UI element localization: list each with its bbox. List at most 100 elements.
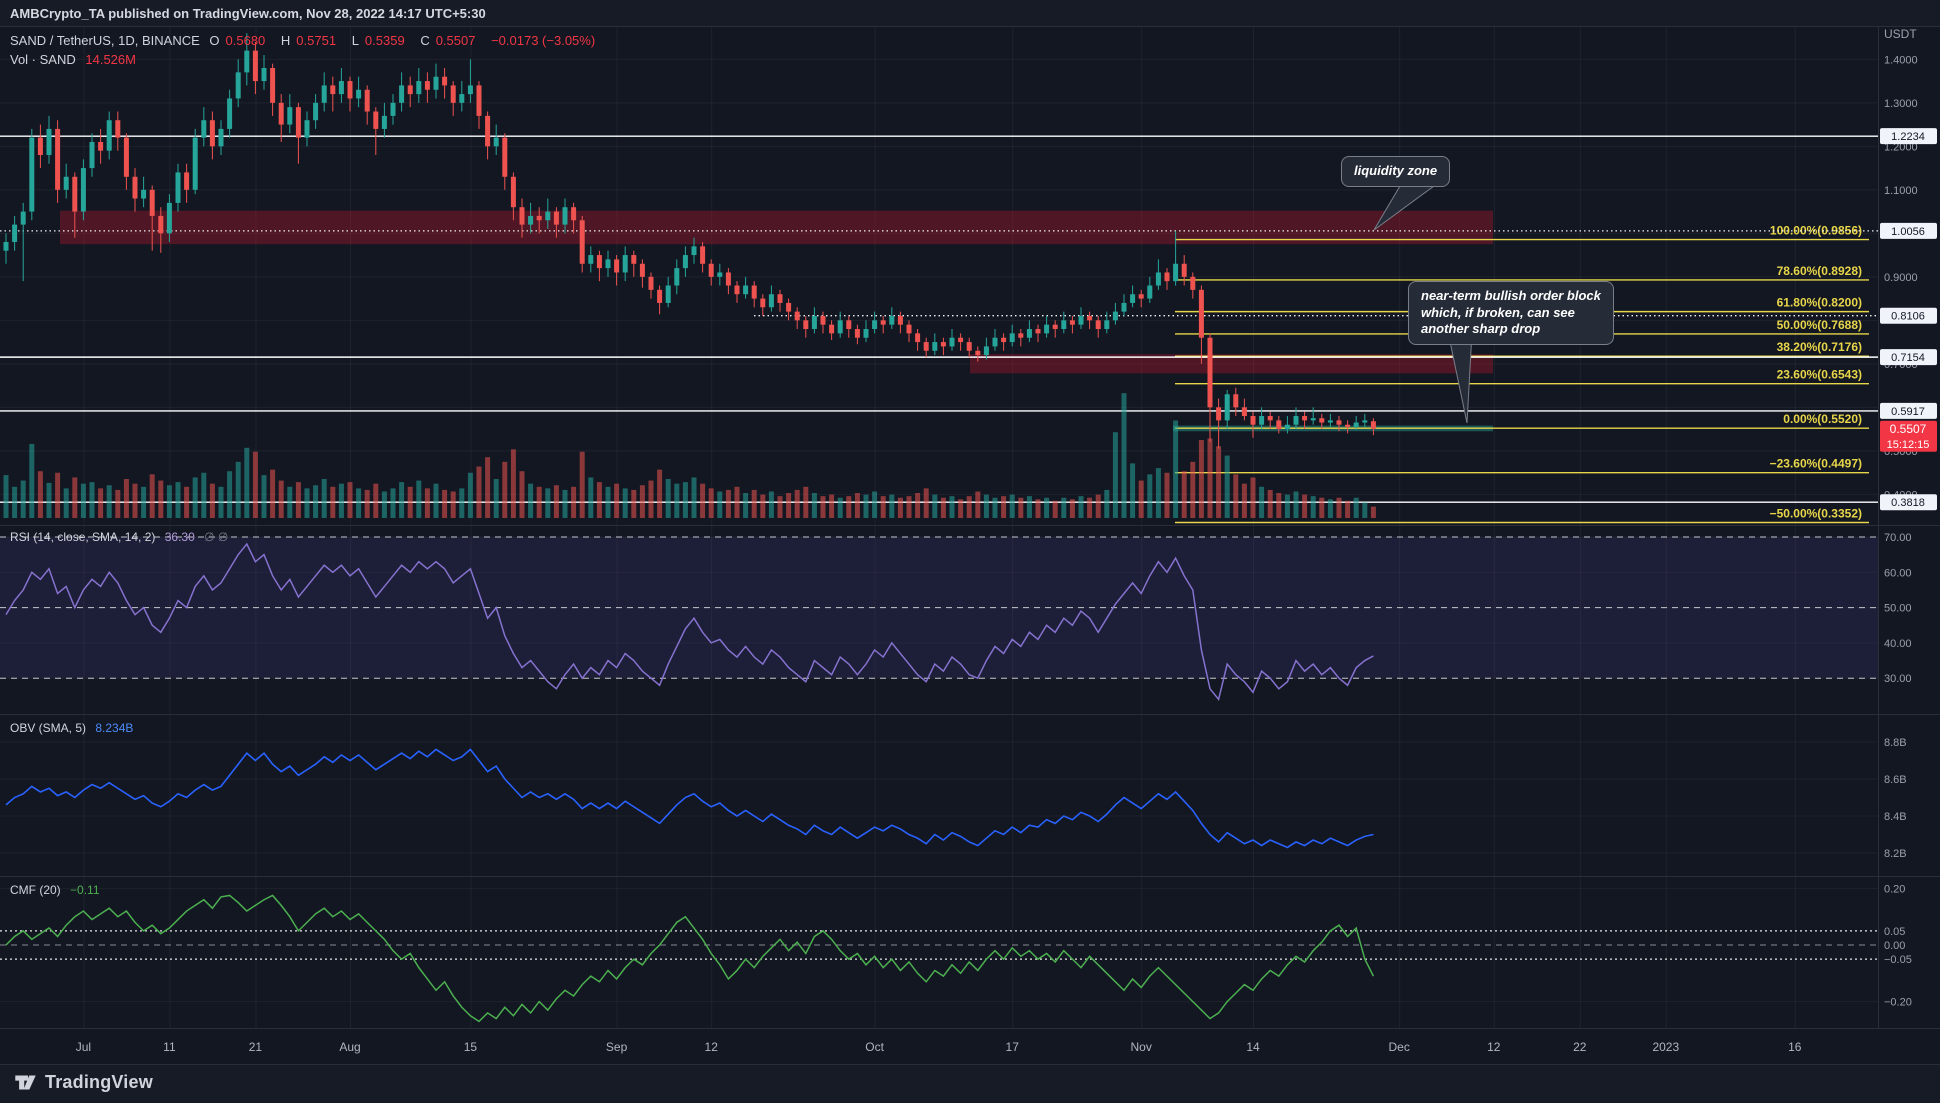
candle[interactable]	[605, 259, 611, 269]
candle[interactable]	[1112, 311, 1118, 321]
candle[interactable]	[123, 137, 129, 177]
candle[interactable]	[519, 207, 525, 225]
candle[interactable]	[1164, 272, 1170, 282]
candle[interactable]	[313, 102, 319, 121]
candle[interactable]	[416, 81, 422, 95]
candle[interactable]	[270, 68, 276, 103]
candle[interactable]	[1310, 418, 1316, 421]
candle[interactable]	[1370, 421, 1376, 429]
candle[interactable]	[1345, 424, 1351, 427]
candle[interactable]	[1087, 315, 1093, 321]
price-axis[interactable]	[1879, 27, 1940, 1028]
candle[interactable]	[1104, 320, 1110, 330]
candle[interactable]	[252, 50, 258, 82]
candle[interactable]	[80, 168, 86, 212]
candle[interactable]	[321, 85, 327, 103]
obv-line[interactable]	[5, 748, 1374, 849]
candle[interactable]	[1336, 420, 1342, 425]
candle[interactable]	[381, 115, 387, 129]
candle[interactable]	[682, 255, 688, 269]
candle[interactable]	[596, 255, 602, 269]
candle[interactable]	[700, 246, 706, 264]
rsi-line[interactable]	[5, 542, 1374, 702]
candle[interactable]	[743, 285, 749, 295]
candle[interactable]	[1121, 302, 1127, 312]
candle[interactable]	[1095, 320, 1101, 330]
candle[interactable]	[528, 215, 534, 225]
candle[interactable]	[562, 207, 568, 225]
candle[interactable]	[1267, 416, 1273, 421]
cmf-legend[interactable]: CMF (20) −0.11	[10, 883, 106, 897]
candle[interactable]	[1302, 416, 1308, 421]
candle[interactable]	[674, 268, 680, 286]
candle[interactable]	[1250, 416, 1256, 425]
candle[interactable]	[201, 120, 207, 138]
candle[interactable]	[811, 315, 817, 330]
candle[interactable]	[407, 85, 413, 95]
candle[interactable]	[330, 85, 336, 95]
candle[interactable]	[485, 115, 491, 147]
candle[interactable]	[545, 211, 551, 221]
candle[interactable]	[1190, 276, 1196, 290]
candle[interactable]	[72, 176, 78, 212]
candle[interactable]	[166, 202, 172, 234]
candle[interactable]	[1018, 333, 1024, 338]
candle[interactable]	[424, 81, 430, 90]
candle[interactable]	[450, 85, 456, 103]
candle[interactable]	[854, 329, 860, 338]
candle[interactable]	[476, 85, 482, 116]
candle[interactable]	[777, 294, 783, 303]
candle[interactable]	[1327, 420, 1333, 423]
candle[interactable]	[510, 176, 516, 208]
candle[interactable]	[622, 255, 628, 273]
candle[interactable]	[1130, 294, 1136, 303]
candle[interactable]	[1061, 320, 1067, 330]
candle[interactable]	[958, 337, 964, 343]
candle[interactable]	[502, 137, 508, 177]
candle[interactable]	[1362, 420, 1368, 423]
candle[interactable]	[1241, 407, 1247, 417]
candle[interactable]	[1353, 422, 1359, 427]
candle[interactable]	[364, 89, 370, 112]
candle[interactable]	[588, 255, 594, 264]
candle[interactable]	[1259, 416, 1265, 425]
candle[interactable]	[846, 320, 852, 330]
main-symbol-legend[interactable]: SAND / TetherUS, 1D, BINANCE O 0.5680 H 0.…	[10, 33, 601, 48]
candle[interactable]	[442, 76, 448, 86]
candle[interactable]	[889, 315, 895, 325]
candle[interactable]	[1224, 394, 1230, 421]
tradingview-logo[interactable]: TradingView	[14, 1071, 153, 1094]
candle[interactable]	[768, 294, 774, 308]
candle[interactable]	[725, 272, 731, 286]
candle[interactable]	[115, 120, 121, 138]
candle[interactable]	[1284, 424, 1290, 430]
candle[interactable]	[261, 68, 267, 82]
candle[interactable]	[1155, 272, 1161, 286]
candle[interactable]	[760, 298, 766, 308]
candle[interactable]	[837, 320, 843, 334]
candle[interactable]	[1147, 285, 1153, 299]
candle[interactable]	[803, 320, 809, 330]
candle[interactable]	[433, 76, 439, 90]
candle[interactable]	[820, 315, 826, 325]
candle[interactable]	[966, 342, 972, 351]
candle[interactable]	[338, 81, 344, 95]
candle[interactable]	[1009, 333, 1015, 343]
candle[interactable]	[1198, 289, 1204, 338]
candle[interactable]	[949, 337, 955, 347]
candle[interactable]	[665, 285, 671, 303]
candle[interactable]	[37, 137, 43, 156]
candle[interactable]	[897, 315, 903, 325]
candle[interactable]	[708, 263, 714, 277]
candle[interactable]	[20, 211, 26, 225]
candle[interactable]	[751, 285, 757, 299]
candle[interactable]	[717, 272, 723, 277]
candle[interactable]	[932, 342, 938, 351]
candle[interactable]	[983, 346, 989, 356]
candle[interactable]	[356, 89, 362, 99]
rsi-legend[interactable]: RSI (14, close, SMA, 14, 2) 36.30 ∅ ∅	[10, 530, 234, 544]
candle[interactable]	[304, 120, 310, 138]
candle[interactable]	[553, 211, 559, 225]
candle[interactable]	[1276, 420, 1282, 430]
